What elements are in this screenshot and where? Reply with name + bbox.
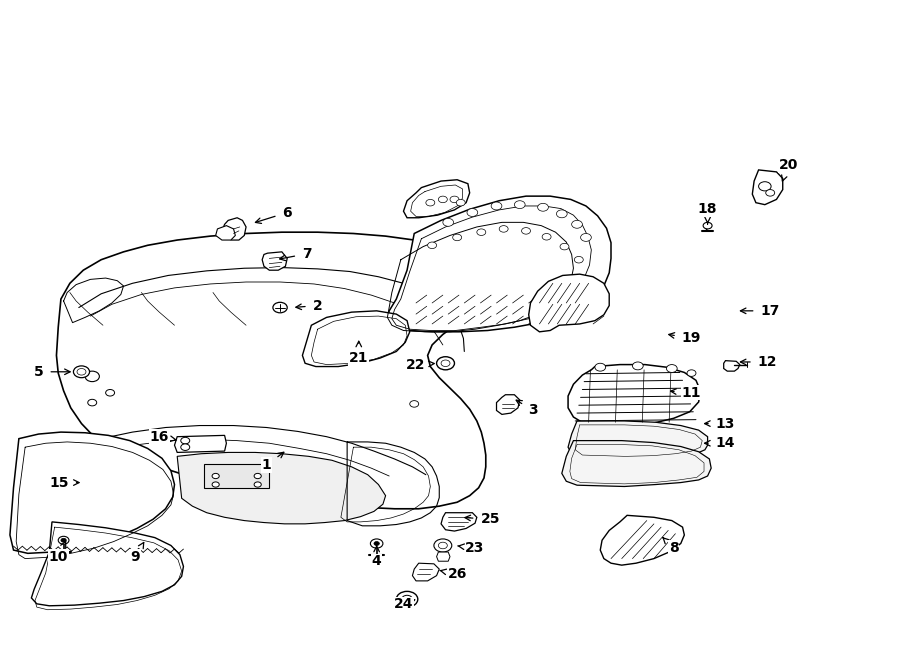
Circle shape <box>254 473 261 479</box>
Polygon shape <box>403 180 470 217</box>
Circle shape <box>77 369 86 375</box>
Circle shape <box>580 233 591 241</box>
Text: 22: 22 <box>406 358 435 371</box>
Circle shape <box>273 302 287 313</box>
Circle shape <box>410 401 418 407</box>
Text: 11: 11 <box>670 386 701 400</box>
Circle shape <box>88 399 96 406</box>
Text: 26: 26 <box>440 567 467 581</box>
Circle shape <box>687 369 696 376</box>
Text: 20: 20 <box>778 159 797 181</box>
Text: 18: 18 <box>698 202 717 224</box>
Text: 17: 17 <box>741 304 780 318</box>
Polygon shape <box>436 552 450 561</box>
Circle shape <box>426 200 435 206</box>
Circle shape <box>542 233 551 240</box>
Circle shape <box>401 596 412 603</box>
Polygon shape <box>528 274 609 332</box>
Circle shape <box>491 202 502 210</box>
Text: 4: 4 <box>372 546 382 568</box>
Polygon shape <box>562 441 711 486</box>
Text: 21: 21 <box>349 341 368 365</box>
Text: 2: 2 <box>296 299 322 313</box>
Circle shape <box>443 218 454 226</box>
Polygon shape <box>32 522 184 605</box>
Circle shape <box>477 229 486 235</box>
Circle shape <box>74 366 89 377</box>
Circle shape <box>759 182 771 191</box>
Circle shape <box>212 473 220 479</box>
Polygon shape <box>387 196 611 332</box>
Polygon shape <box>10 432 175 553</box>
Polygon shape <box>600 516 684 565</box>
Polygon shape <box>204 464 269 488</box>
Text: 9: 9 <box>130 543 144 564</box>
Text: 25: 25 <box>465 512 500 526</box>
Circle shape <box>371 539 382 548</box>
Circle shape <box>374 541 379 545</box>
Circle shape <box>515 201 525 209</box>
Polygon shape <box>568 421 707 459</box>
Text: 6: 6 <box>256 206 292 223</box>
Circle shape <box>438 542 447 549</box>
Circle shape <box>181 438 190 444</box>
Text: 13: 13 <box>705 416 735 430</box>
Circle shape <box>703 222 712 229</box>
Polygon shape <box>175 436 227 452</box>
Polygon shape <box>216 225 235 240</box>
Circle shape <box>428 242 436 249</box>
Text: 1: 1 <box>262 452 284 472</box>
Polygon shape <box>497 395 520 414</box>
Polygon shape <box>724 361 740 371</box>
Text: 14: 14 <box>705 436 735 450</box>
Polygon shape <box>222 217 246 240</box>
Circle shape <box>766 190 775 196</box>
Circle shape <box>633 362 643 369</box>
Text: 7: 7 <box>280 247 311 261</box>
Polygon shape <box>302 311 410 367</box>
Circle shape <box>438 196 447 203</box>
Text: 12: 12 <box>741 355 778 369</box>
Circle shape <box>441 360 450 367</box>
Circle shape <box>467 209 478 216</box>
Text: 19: 19 <box>669 331 701 345</box>
Circle shape <box>212 482 220 487</box>
Circle shape <box>522 227 530 234</box>
Circle shape <box>181 444 190 450</box>
Circle shape <box>58 536 69 544</box>
Circle shape <box>500 225 508 232</box>
Text: 3: 3 <box>517 400 538 418</box>
Circle shape <box>556 210 567 217</box>
Polygon shape <box>177 452 385 524</box>
Polygon shape <box>57 232 486 509</box>
Text: 8: 8 <box>663 537 679 555</box>
Text: 24: 24 <box>393 598 415 611</box>
Text: 5: 5 <box>33 365 70 379</box>
Circle shape <box>86 371 99 381</box>
Circle shape <box>572 220 582 228</box>
Circle shape <box>667 365 677 372</box>
Polygon shape <box>568 365 700 426</box>
Polygon shape <box>752 170 783 205</box>
Circle shape <box>254 482 261 487</box>
Text: 23: 23 <box>458 541 485 555</box>
Circle shape <box>450 196 459 203</box>
Circle shape <box>537 204 548 212</box>
Circle shape <box>396 592 418 607</box>
Circle shape <box>453 234 462 241</box>
Polygon shape <box>262 252 287 270</box>
Text: 10: 10 <box>49 541 68 564</box>
Polygon shape <box>441 513 477 531</box>
Circle shape <box>456 200 465 206</box>
Circle shape <box>560 243 569 250</box>
Circle shape <box>436 357 454 369</box>
Polygon shape <box>412 563 439 581</box>
Text: 15: 15 <box>50 475 79 490</box>
Circle shape <box>574 256 583 263</box>
Circle shape <box>595 364 606 371</box>
Text: 16: 16 <box>149 430 176 444</box>
Circle shape <box>434 539 452 552</box>
Circle shape <box>105 389 114 396</box>
Circle shape <box>61 538 67 542</box>
